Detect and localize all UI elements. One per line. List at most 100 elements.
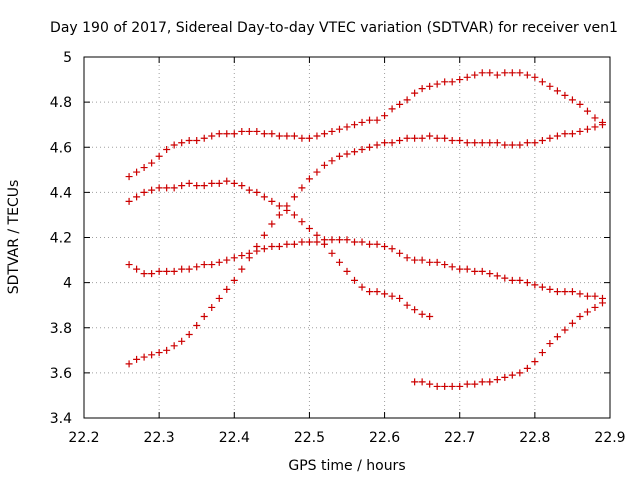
data-point-satellite-d: [208, 261, 216, 269]
data-point-satellite-a: [253, 127, 261, 135]
data-point-satellite-a: [223, 130, 231, 138]
data-point-satellite-b: [396, 294, 404, 302]
data-point-satellite-e: [598, 299, 606, 307]
data-point-satellite-b: [290, 211, 298, 219]
data-point-satellite-c: [531, 139, 539, 147]
data-point-satellite-b: [373, 288, 381, 296]
data-point-satellite-a: [493, 71, 501, 79]
data-point-satellite-e: [501, 373, 509, 381]
data-point-satellite-e: [486, 378, 494, 386]
data-point-satellite-b: [351, 276, 359, 284]
data-point-satellite-b: [245, 186, 253, 194]
data-point-satellite-b: [268, 197, 276, 205]
data-point-satellite-a: [200, 134, 208, 142]
data-point-satellite-d: [493, 272, 501, 280]
data-point-satellite-d: [275, 243, 283, 251]
data-point-satellite-b: [260, 193, 268, 201]
data-point-satellite-c: [298, 184, 306, 192]
y-tick-label: 3.4: [50, 411, 72, 427]
data-point-satellite-d: [351, 238, 359, 246]
data-point-satellite-d: [185, 265, 193, 273]
data-point-satellite-d: [531, 281, 539, 289]
data-point-satellite-c: [478, 139, 486, 147]
data-point-satellite-d: [328, 236, 336, 244]
x-tick-label: 22.6: [369, 430, 400, 446]
data-point-satellite-c: [305, 175, 313, 183]
data-point-satellite-d: [426, 258, 434, 266]
data-point-satellite-c: [493, 139, 501, 147]
data-point-satellite-e: [426, 380, 434, 388]
y-tick-label: 4: [63, 276, 72, 292]
data-point-satellite-b: [366, 288, 374, 296]
data-point-satellite-d: [523, 279, 531, 287]
data-point-satellite-d: [253, 247, 261, 255]
data-point-satellite-c: [486, 139, 494, 147]
data-point-satellite-d: [170, 267, 178, 275]
x-tick-label: 22.9: [594, 430, 625, 446]
data-point-satellite-a: [516, 69, 524, 77]
data-point-satellite-b: [253, 188, 261, 196]
data-point-satellite-b: [230, 179, 238, 187]
data-point-satellite-c: [125, 360, 133, 368]
data-point-satellite-a: [456, 76, 464, 84]
data-point-satellite-b: [313, 231, 321, 239]
data-point-satellite-d: [591, 292, 599, 300]
data-point-satellite-e: [553, 333, 561, 341]
points-layer: [125, 69, 606, 390]
data-point-satellite-c: [418, 134, 426, 142]
data-point-satellite-d: [148, 270, 156, 278]
data-point-satellite-d: [298, 238, 306, 246]
data-point-satellite-a: [193, 136, 201, 144]
data-point-satellite-d: [223, 256, 231, 264]
data-point-satellite-b: [140, 188, 148, 196]
data-point-satellite-c: [583, 125, 591, 133]
x-tick-label: 22.4: [219, 430, 250, 446]
data-point-satellite-e: [591, 303, 599, 311]
data-point-satellite-e: [523, 364, 531, 372]
data-point-satellite-d: [478, 267, 486, 275]
data-point-satellite-e: [418, 378, 426, 386]
data-point-satellite-a: [591, 114, 599, 122]
data-point-satellite-e: [576, 312, 584, 320]
data-point-satellite-c: [463, 139, 471, 147]
data-point-satellite-a: [448, 78, 456, 86]
data-point-satellite-e: [508, 371, 516, 379]
data-point-satellite-d: [155, 267, 163, 275]
data-point-satellite-a: [238, 127, 246, 135]
data-point-satellite-a: [140, 164, 148, 172]
data-point-satellite-d: [576, 290, 584, 298]
data-point-satellite-a: [561, 91, 569, 99]
y-tick-label: 4.6: [50, 140, 72, 156]
data-point-satellite-d: [561, 288, 569, 296]
data-point-satellite-b: [148, 186, 156, 194]
data-point-satellite-c: [290, 193, 298, 201]
y-tick-label: 3.6: [50, 366, 72, 382]
data-point-satellite-c: [283, 202, 291, 210]
data-point-satellite-c: [538, 136, 546, 144]
data-point-satellite-c: [426, 132, 434, 140]
data-point-satellite-b: [178, 182, 186, 190]
data-point-satellite-c: [471, 139, 479, 147]
x-axis-label: GPS time / hours: [288, 458, 405, 474]
data-point-satellite-d: [238, 252, 246, 260]
data-point-satellite-d: [343, 236, 351, 244]
y-tick-label: 4.4: [50, 185, 72, 201]
data-point-satellite-a: [125, 173, 133, 181]
data-point-satellite-a: [501, 69, 509, 77]
data-point-satellite-c: [313, 168, 321, 176]
data-point-satellite-e: [478, 378, 486, 386]
data-point-satellite-b: [418, 310, 426, 318]
data-point-satellite-a: [133, 168, 141, 176]
data-point-satellite-a: [208, 132, 216, 140]
data-point-satellite-a: [546, 82, 554, 90]
data-point-satellite-b: [125, 197, 133, 205]
data-point-satellite-a: [403, 96, 411, 104]
data-point-satellite-c: [230, 276, 238, 284]
data-point-satellite-b: [185, 179, 193, 187]
data-point-satellite-a: [381, 112, 389, 120]
data-point-satellite-a: [583, 107, 591, 115]
data-point-satellite-d: [418, 256, 426, 264]
data-point-satellite-b: [170, 184, 178, 192]
data-point-satellite-c: [381, 139, 389, 147]
